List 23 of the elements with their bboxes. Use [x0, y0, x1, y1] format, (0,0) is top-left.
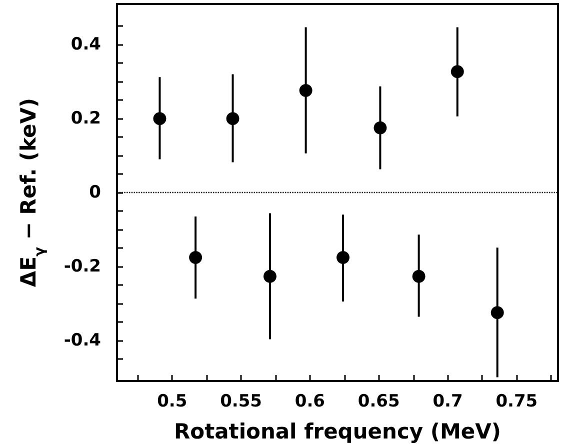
point	[412, 270, 426, 283]
x-tick-label: 0.65	[358, 392, 400, 412]
y-axis-title: ΔEγ − Ref. (keV)	[16, 98, 48, 288]
point	[336, 251, 350, 264]
point	[226, 112, 240, 126]
x-axis-title: Rotational frequency (MeV)	[174, 420, 502, 444]
point	[299, 84, 312, 97]
point	[153, 112, 166, 126]
point	[374, 121, 387, 134]
x-tick-label: 0.75	[496, 392, 538, 412]
y-tick-label: -0.4	[64, 330, 102, 350]
x-tick-label: 0.6	[294, 392, 325, 412]
y-tick-label: -0.2	[64, 256, 101, 276]
x-tick-label: 0.5	[157, 392, 188, 412]
y-tick-label: 0.4	[70, 34, 102, 55]
x-tick-label: 0.55	[220, 392, 262, 412]
y-tick-label: 0	[89, 182, 102, 202]
point	[490, 306, 504, 320]
point	[263, 270, 276, 283]
x-tick-label: 0.7	[432, 392, 463, 412]
y-tick-label: 0.2	[70, 108, 101, 129]
point	[189, 251, 202, 264]
point	[450, 65, 464, 78]
